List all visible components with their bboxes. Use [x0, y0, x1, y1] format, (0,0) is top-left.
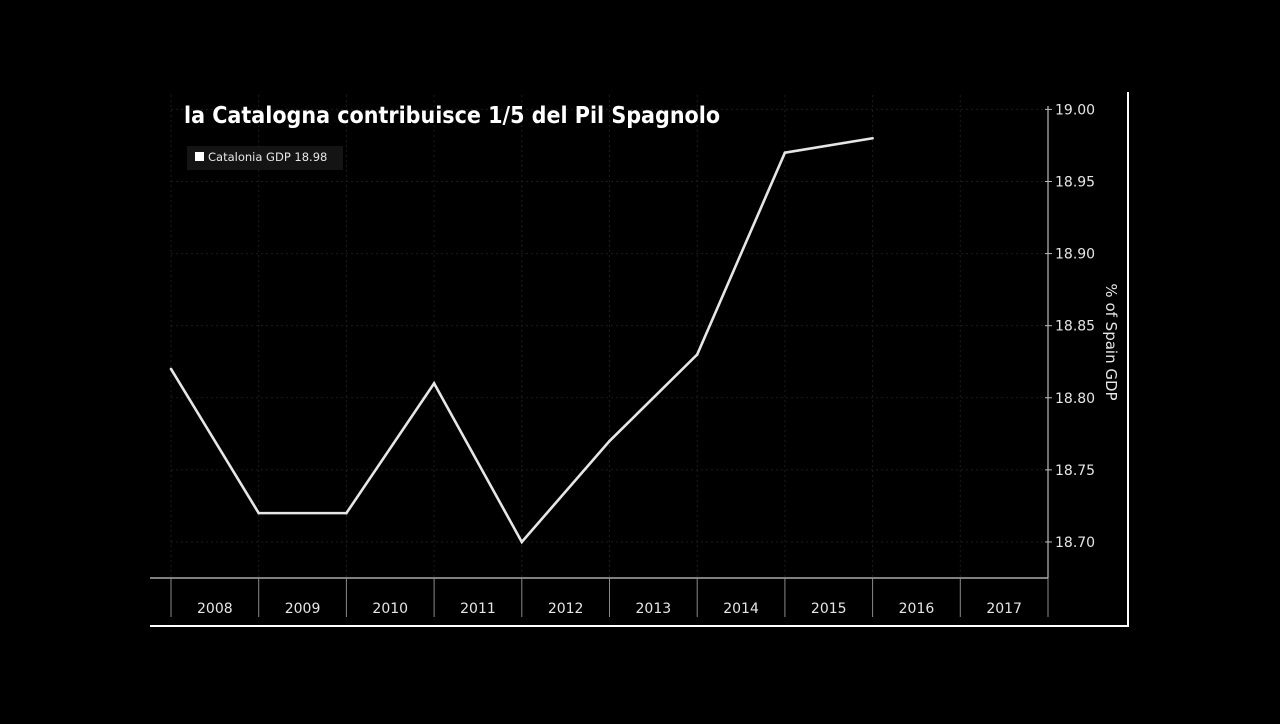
- y-tick-label: 18.85: [1055, 319, 1095, 335]
- x-tick-label: 2017: [986, 601, 1022, 617]
- legend-label: Catalonia GDP 18.98: [208, 150, 327, 164]
- data-point: [432, 382, 436, 385]
- data-point: [695, 353, 699, 356]
- data-point: [608, 439, 611, 443]
- y-tick-label: 18.80: [1055, 391, 1095, 407]
- data-point: [520, 540, 524, 544]
- legend: Catalonia GDP 18.98: [187, 146, 343, 170]
- data-point: [871, 136, 874, 140]
- x-tick-label: 2015: [811, 601, 847, 617]
- x-tick-label: 2013: [636, 601, 672, 617]
- chart-title: la Catalogna contribuisce 1/5 del Pil Sp…: [184, 103, 720, 129]
- data-point: [345, 511, 348, 515]
- axis-layer: 18.70 18.75 18.80 18.85 18.90 18.95 19.00 2008 2…: [170, 102, 1095, 617]
- y-tick-label: 18.75: [1055, 463, 1095, 479]
- data-point: [257, 511, 261, 515]
- x-tick-label: 2012: [548, 601, 584, 617]
- y-axis-label: % of Spain GDP: [1102, 283, 1120, 400]
- series-layer: [169, 136, 874, 545]
- frame-layer: [150, 92, 1129, 627]
- grid-layer: [170, 95, 1048, 578]
- legend-swatch: [195, 152, 204, 161]
- x-tick-label: 2016: [899, 601, 935, 617]
- data-point: [783, 151, 787, 154]
- y-tick-label: 19.00: [1055, 102, 1095, 118]
- x-tick-label: 2010: [372, 601, 408, 617]
- data-point: [169, 367, 173, 371]
- x-tick-label: 2009: [285, 601, 321, 617]
- x-tick-label: 2011: [460, 601, 496, 617]
- y-tick-label: 18.90: [1055, 247, 1095, 263]
- x-tick-label: 2008: [197, 601, 233, 617]
- x-tick-label: 2014: [723, 601, 759, 617]
- legend-background: [187, 146, 343, 170]
- y-tick-label: 18.70: [1055, 535, 1095, 551]
- y-tick-label: 18.95: [1055, 175, 1095, 191]
